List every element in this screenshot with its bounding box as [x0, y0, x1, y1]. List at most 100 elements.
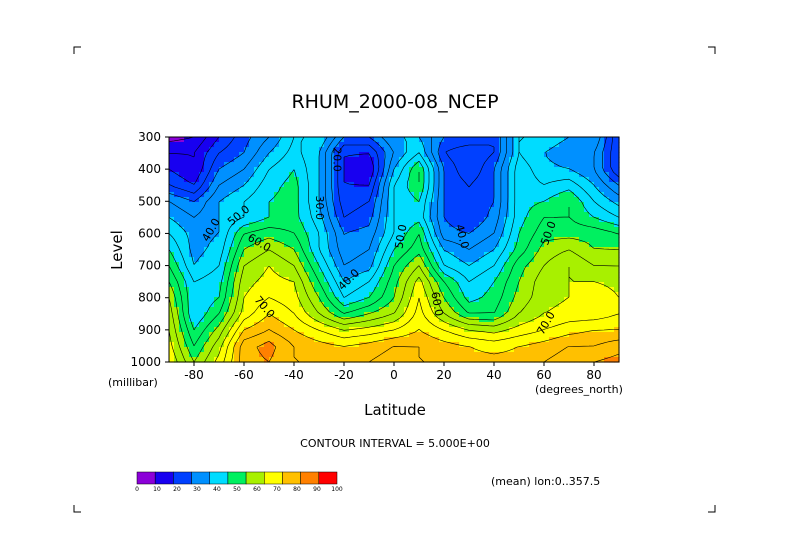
contour-cell — [329, 257, 335, 263]
contour-cell — [524, 297, 530, 303]
contour-cell — [584, 292, 590, 298]
contour-cell — [179, 287, 185, 293]
contour-cell — [374, 142, 380, 148]
contour-cell — [254, 297, 260, 303]
contour-cell — [559, 352, 565, 358]
contour-cell — [364, 147, 370, 153]
contour-cell — [379, 147, 385, 153]
contour-cell — [189, 257, 195, 263]
contour-cell — [239, 337, 245, 343]
contour-cell — [604, 152, 610, 158]
contour-cell — [574, 172, 580, 178]
contour-cell — [514, 237, 520, 243]
contour-cell — [419, 212, 425, 218]
contour-cell — [479, 157, 485, 163]
contour-cell — [274, 177, 280, 183]
contour-cell — [359, 162, 365, 168]
contour-cell — [394, 217, 400, 223]
contour-cell — [259, 287, 265, 293]
contour-cell — [274, 357, 280, 363]
contour-cell — [454, 222, 460, 228]
contour-cell — [409, 167, 415, 173]
contour-cell — [389, 327, 395, 333]
contour-cell — [404, 282, 410, 288]
contour-cell — [279, 327, 285, 333]
contour-cell — [179, 307, 185, 313]
contour-cell — [259, 157, 265, 163]
contour-cell — [509, 152, 515, 158]
contour-cell — [339, 167, 345, 173]
contour-cell — [194, 167, 200, 173]
contour-cell — [284, 322, 290, 328]
contour-cell — [549, 287, 555, 293]
contour-cell — [189, 187, 195, 193]
contour-cell — [584, 227, 590, 233]
contour-cell — [219, 287, 225, 293]
contour-cell — [529, 297, 535, 303]
contour-cell — [584, 297, 590, 303]
contour-cell — [439, 347, 445, 353]
contour-cell — [464, 247, 470, 253]
contour-cell — [464, 287, 470, 293]
contour-cell — [509, 157, 515, 163]
contour-cell — [599, 282, 605, 288]
contour-cell — [454, 202, 460, 208]
contour-cell — [524, 172, 530, 178]
contour-cell — [514, 227, 520, 233]
contour-cell — [574, 207, 580, 213]
contour-cell — [294, 162, 300, 168]
contour-cell — [334, 327, 340, 333]
contour-cell — [174, 227, 180, 233]
contour-cell — [344, 312, 350, 318]
contour-cell — [304, 357, 310, 363]
contour-cell — [224, 227, 230, 233]
contour-cell — [354, 192, 360, 198]
contour-cell — [234, 152, 240, 158]
contour-cell — [309, 297, 315, 303]
contour-cell — [589, 267, 595, 273]
contour-cell — [424, 302, 430, 308]
contour-cell — [579, 242, 585, 248]
contour-cell — [509, 207, 515, 213]
contour-cell — [309, 312, 315, 318]
contour-cell — [534, 332, 540, 338]
contour-cell — [229, 147, 235, 153]
contour-cell — [304, 317, 310, 323]
contour-cell — [224, 162, 230, 168]
contour-cell — [194, 237, 200, 243]
contour-cell — [574, 287, 580, 293]
contour-cell — [544, 247, 550, 253]
contour-cell — [234, 282, 240, 288]
contour-cell — [429, 322, 435, 328]
contour-cell — [479, 197, 485, 203]
contour-cell — [544, 307, 550, 313]
contour-cell — [499, 182, 505, 188]
contour-cell — [574, 137, 580, 143]
contour-cell — [399, 347, 405, 353]
contour-cell — [404, 177, 410, 183]
contour-cell — [479, 322, 485, 328]
contour-cell — [599, 287, 605, 293]
contour-cell — [569, 302, 575, 308]
colorbar-tick-label: 30 — [193, 486, 201, 493]
contour-cell — [499, 307, 505, 313]
contour-cell — [244, 297, 250, 303]
contour-cell — [614, 242, 620, 248]
contour-cell — [364, 172, 370, 178]
contour-cell — [594, 172, 600, 178]
contour-cell — [219, 147, 225, 153]
contour-cell — [509, 147, 515, 153]
contour-cell — [189, 182, 195, 188]
contour-cell — [269, 292, 275, 298]
contour-cell — [614, 197, 620, 203]
contour-cell — [264, 227, 270, 233]
contour-cell — [424, 342, 430, 348]
contour-cell — [169, 352, 175, 358]
contour-cell — [189, 332, 195, 338]
contour-cell — [519, 192, 525, 198]
contour-cell — [444, 317, 450, 323]
contour-cell — [429, 182, 435, 188]
contour-cell — [589, 177, 595, 183]
contour-cell — [604, 202, 610, 208]
y-axis-units: (millibar) — [108, 376, 158, 389]
